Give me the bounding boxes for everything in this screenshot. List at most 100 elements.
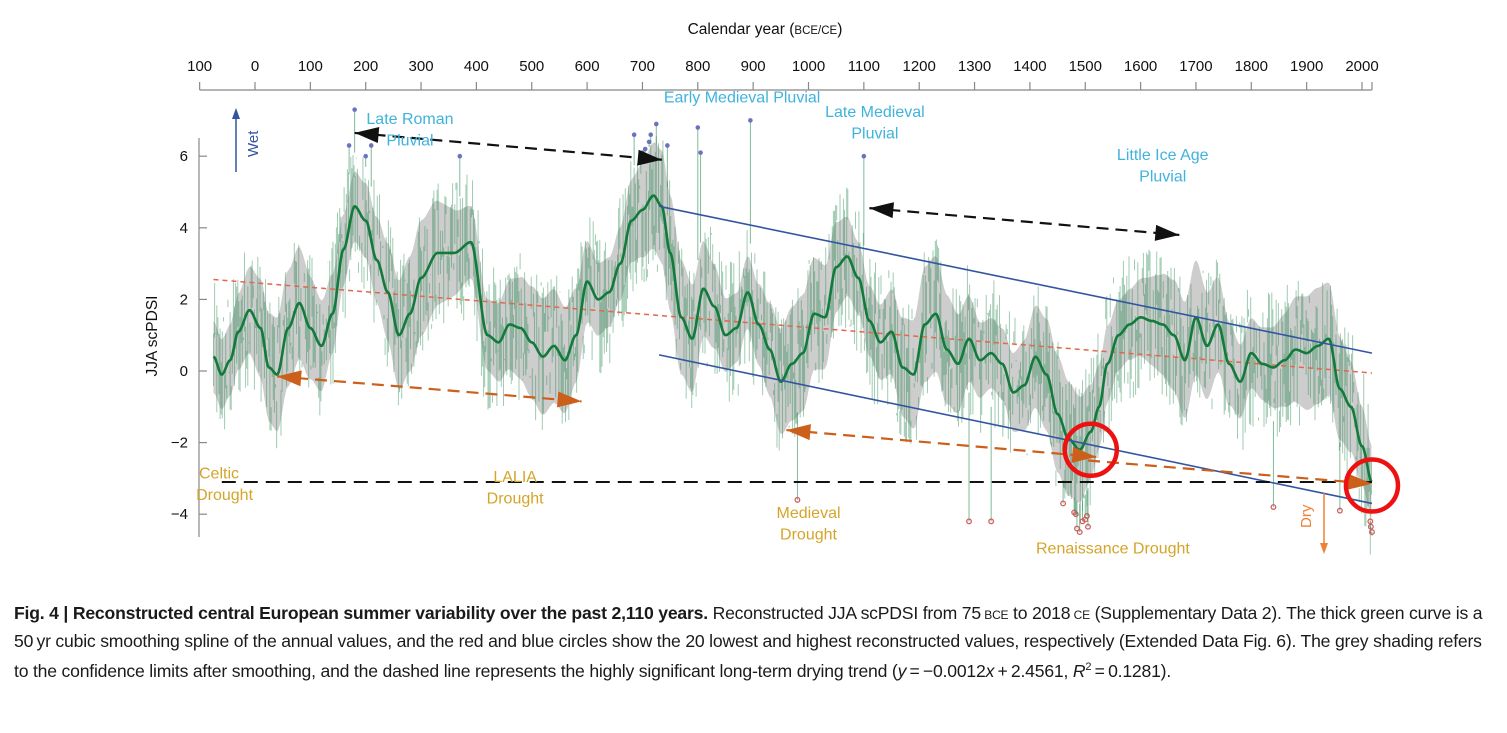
x-tick-label: 1800 xyxy=(1235,58,1268,75)
y-axis-title: JJA scPDSI xyxy=(144,296,161,377)
wet-extreme-point xyxy=(748,118,753,123)
wet-extreme-point xyxy=(653,121,659,127)
caption-text-1: Reconstructed JJA scPDSI from 75 xyxy=(707,603,985,623)
drought-label: LALIA xyxy=(493,469,537,486)
pluvial-arrow-roman-early-medieval xyxy=(354,131,662,161)
wet-extreme-point xyxy=(368,143,374,148)
dry-extreme-point xyxy=(1060,500,1067,507)
x-tick-label: 900 xyxy=(741,58,766,75)
pluvial-arrow-roman-early-medieval-head-start xyxy=(354,127,380,143)
dry-extreme-point xyxy=(1369,529,1375,536)
spline-group xyxy=(212,194,1373,483)
x-tick-label: 1200 xyxy=(903,58,936,75)
drought-arrow-celtic-lalia-head-end xyxy=(556,391,582,408)
pluvial-arrow-late-medieval-lia-head-end xyxy=(1154,224,1180,241)
renaissance-highlight xyxy=(1062,421,1120,479)
dry-extreme-point xyxy=(1367,518,1374,525)
drought-arrow-celtic-lalia-head-start xyxy=(277,370,302,387)
wet-label: Wet xyxy=(245,130,262,157)
caption-bce: BCE xyxy=(984,608,1009,622)
caption-ce: CE xyxy=(1073,608,1090,622)
caption-eq-mid: = −0.0012 xyxy=(906,660,986,681)
x-tick-label: 1500 xyxy=(1069,58,1102,75)
trend-line xyxy=(213,278,1373,374)
pluvial-label: Late Roman xyxy=(366,111,453,128)
drought-arrow-medieval-renaissance-head-end xyxy=(1071,446,1097,463)
drought-arrow-renaissance-modern-head-end xyxy=(1347,473,1372,490)
dry-extreme-point xyxy=(1076,529,1083,536)
lower-channel xyxy=(658,354,1373,505)
pluvial-label: Little Ice Age xyxy=(1117,147,1209,164)
y-tick-label: −2 xyxy=(171,435,188,452)
pluvial-arrow-roman-early-medieval-head-end xyxy=(637,149,662,166)
dry-extreme-point xyxy=(988,518,995,525)
pluvial-label: Late Medieval xyxy=(825,104,925,121)
dry-extreme-point xyxy=(1083,513,1090,519)
x-axis-title: Calendar year (BCE/CE) xyxy=(688,21,843,38)
caption-eq-r: R xyxy=(1072,660,1086,681)
wet-extreme-point xyxy=(861,153,867,159)
dry-label: Dry xyxy=(1298,504,1315,528)
pluvial-arrow-late-medieval-lia-head-start xyxy=(869,202,894,219)
wet-extreme-point xyxy=(352,107,357,112)
caption-eq-x: x xyxy=(985,660,995,681)
wet-extreme-point xyxy=(457,153,463,159)
smoothing-spline xyxy=(212,194,1373,483)
x-tick-label: 100 xyxy=(298,58,323,75)
pluvial-label: Pluvial xyxy=(386,132,433,149)
wet-extreme-point xyxy=(363,153,369,159)
x-tick-label: 500 xyxy=(519,58,544,75)
dry-extreme-point xyxy=(1336,507,1343,514)
upper-channel xyxy=(658,205,1373,354)
x-tick-label: 1900 xyxy=(1290,58,1323,75)
drought-arrow-medieval-renaissance xyxy=(786,428,1097,459)
wet-extreme-point xyxy=(642,146,648,152)
y-tick-label: −4 xyxy=(171,506,188,523)
wet-extreme-point xyxy=(631,132,637,138)
x-tick-label: 100 xyxy=(187,58,212,75)
x-tick-label: 2000 xyxy=(1345,58,1378,75)
wet-extreme-point xyxy=(665,143,670,148)
caption-eq-tail: + 2.4561, xyxy=(994,660,1073,681)
wet-extreme-point xyxy=(646,139,652,145)
x-tick-label: 1000 xyxy=(792,58,825,75)
y-axis: 6 4 2 0 −2 −4 xyxy=(171,138,207,537)
dry-extreme-point xyxy=(966,518,972,525)
drought-label: Medieval xyxy=(776,505,840,522)
drought-label: Drought xyxy=(196,487,253,504)
caption-eq-sup: 2 xyxy=(1085,661,1092,673)
modern-highlight xyxy=(1343,457,1401,514)
dry-extreme-point xyxy=(1072,511,1079,518)
drought-arrow-renaissance-modern xyxy=(1087,459,1373,485)
y-tick-label: 6 xyxy=(180,148,188,165)
wet-arrow-head xyxy=(232,108,240,119)
y-tick-label: 4 xyxy=(180,220,188,237)
x-tick-label: 1600 xyxy=(1124,58,1157,75)
wet-extreme-point xyxy=(695,125,701,130)
dry-arrow-head xyxy=(1320,543,1328,554)
caption-text-3: (Supplementary Data 2). The thick green … xyxy=(14,603,1483,681)
x-tick-label: 700 xyxy=(630,58,655,75)
x-tick-label: 1100 xyxy=(848,58,880,75)
x-tick-label: 0 xyxy=(251,58,259,75)
x-tick-label: 400 xyxy=(464,58,489,75)
drought-arrow-celtic-lalia xyxy=(277,375,582,403)
caption-text-2: to 2018 xyxy=(1008,603,1074,623)
wet-extreme-point xyxy=(698,150,703,155)
x-tick-label: 1300 xyxy=(958,58,991,75)
caption-title: Fig. 4 | Reconstructed central European … xyxy=(14,603,708,623)
annual-values-group xyxy=(213,136,1372,555)
dry-extreme-point xyxy=(1085,523,1091,530)
x-tick-label: 1700 xyxy=(1179,58,1212,75)
channel-lines-group xyxy=(221,205,1373,505)
caption-eq-end: = 0.1281). xyxy=(1091,660,1172,681)
drought-label: Celtic xyxy=(199,465,239,482)
dry-extreme-point xyxy=(794,496,801,503)
drought-label: Drought xyxy=(780,526,837,543)
y-tick-label: 2 xyxy=(180,291,188,308)
dry-extreme-point xyxy=(1367,523,1374,530)
arrows-group xyxy=(277,127,1373,490)
drought-label: Renaissance Drought xyxy=(1036,541,1190,558)
figure-caption: Fig. 4 | Reconstructed central European … xyxy=(14,600,1499,684)
